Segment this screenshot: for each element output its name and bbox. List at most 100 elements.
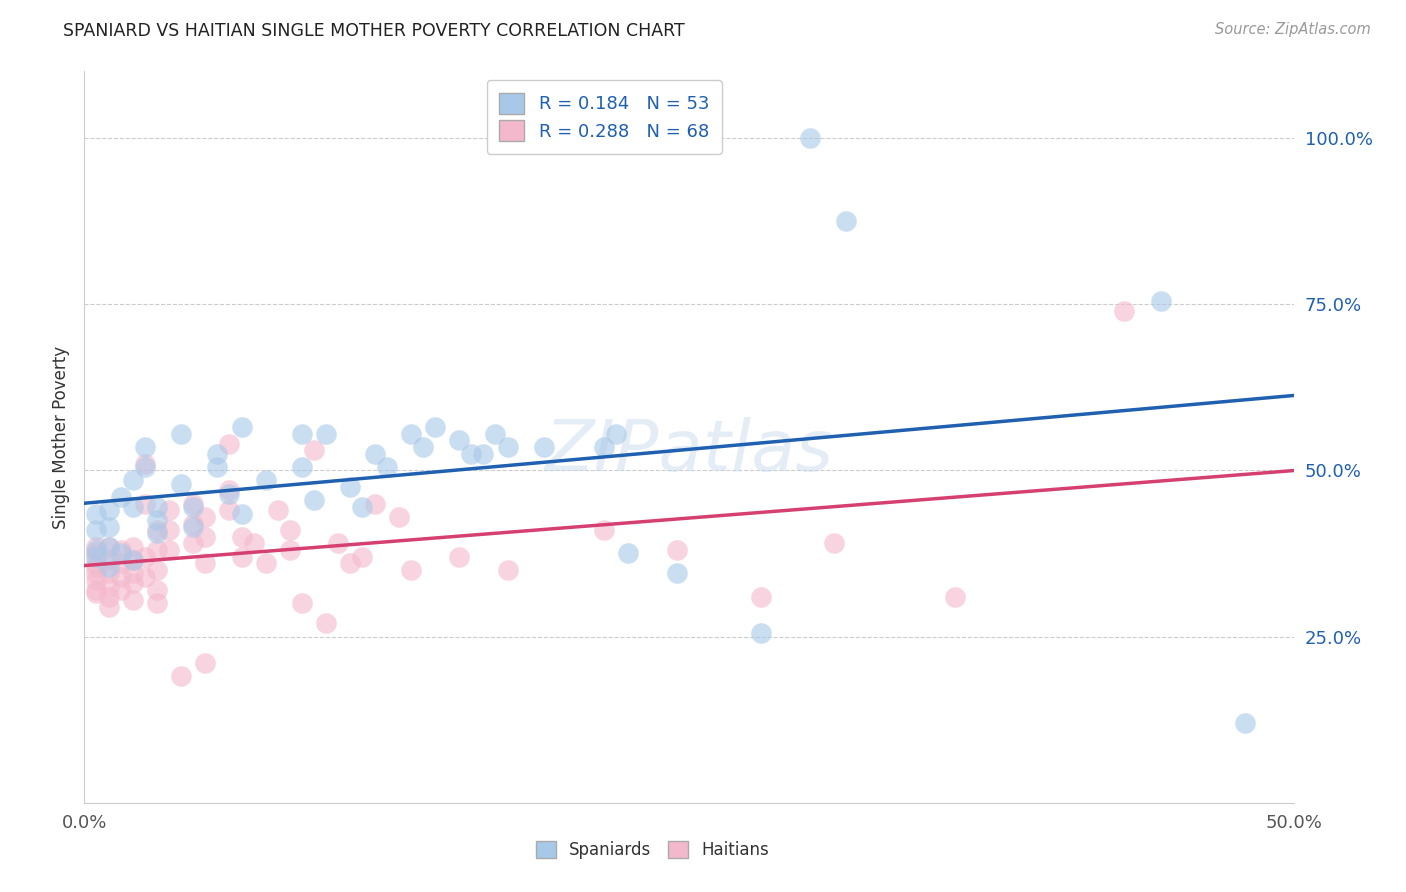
Point (146, 563, 169, 577)
Point (181, 500, 204, 514)
Point (86, 559, 108, 574)
Point (86, 557, 108, 571)
Point (291, 426, 314, 441)
Point (146, 513, 169, 527)
Point (97, 580, 120, 594)
Text: SPANIARD VS HAITIAN SINGLE MOTHER POVERTY CORRELATION CHART: SPANIARD VS HAITIAN SINGLE MOTHER POVERT… (63, 22, 685, 40)
Point (181, 497, 204, 511)
Point (134, 497, 156, 511)
Point (97, 540, 120, 554)
Point (605, 426, 627, 441)
Point (278, 543, 301, 558)
Point (86, 507, 108, 521)
Point (86, 566, 108, 581)
Text: ZIPatlas: ZIPatlas (544, 417, 834, 486)
Point (86, 540, 108, 554)
Point (533, 440, 555, 454)
Point (194, 557, 217, 571)
Point (218, 503, 240, 517)
Point (218, 436, 240, 450)
Point (1234, 716, 1257, 731)
Point (388, 509, 411, 524)
Point (302, 493, 325, 508)
Point (121, 566, 143, 581)
Point (291, 460, 314, 475)
Point (339, 480, 361, 494)
Point (254, 473, 277, 487)
Point (86, 582, 108, 597)
Point (110, 557, 132, 571)
Point (86, 546, 108, 560)
Y-axis label: Single Mother Poverty: Single Mother Poverty (52, 345, 70, 529)
Point (86, 586, 108, 600)
Point (363, 447, 385, 461)
Point (181, 516, 204, 531)
Point (157, 523, 180, 537)
Point (218, 486, 240, 500)
Point (146, 500, 169, 514)
Point (86, 549, 108, 564)
Point (110, 546, 132, 560)
Point (146, 596, 169, 610)
Point (496, 440, 519, 454)
Point (86, 523, 108, 537)
Point (134, 457, 156, 471)
Point (363, 497, 385, 511)
Point (181, 536, 204, 550)
Point (207, 460, 229, 475)
Point (231, 420, 253, 434)
Point (254, 557, 277, 571)
Point (110, 543, 132, 558)
Point (665, 543, 688, 558)
Point (146, 543, 169, 558)
Point (97, 559, 120, 574)
Point (97, 566, 120, 581)
Point (617, 546, 640, 560)
Point (146, 523, 169, 537)
Point (97, 540, 120, 554)
Point (110, 570, 132, 584)
Point (472, 447, 495, 461)
Point (412, 440, 434, 454)
Point (194, 509, 217, 524)
Point (134, 460, 156, 475)
Point (449, 549, 471, 564)
Point (315, 426, 337, 441)
Point (460, 447, 482, 461)
Point (231, 507, 253, 521)
Point (97, 520, 120, 534)
Point (593, 523, 616, 537)
Point (328, 536, 350, 550)
Point (110, 582, 132, 597)
Point (943, 590, 966, 604)
Point (352, 549, 374, 564)
Point (121, 576, 143, 591)
Point (110, 490, 132, 504)
Point (823, 536, 845, 550)
Point (399, 563, 422, 577)
Point (121, 553, 143, 567)
Point (157, 503, 180, 517)
Point (496, 563, 519, 577)
Point (86, 573, 108, 587)
Point (86, 543, 108, 558)
Point (267, 503, 290, 517)
Point (134, 440, 156, 454)
Point (665, 566, 688, 581)
Point (751, 590, 773, 604)
Point (134, 549, 156, 564)
Point (218, 483, 240, 498)
Point (97, 599, 120, 614)
Text: Source: ZipAtlas.com: Source: ZipAtlas.com (1215, 22, 1371, 37)
Point (302, 443, 325, 458)
Point (121, 593, 143, 607)
Point (170, 669, 193, 683)
Point (1149, 293, 1171, 308)
Point (121, 473, 143, 487)
Point (97, 553, 120, 567)
Point (146, 526, 169, 541)
Point (593, 440, 616, 454)
Point (423, 420, 446, 434)
Point (146, 582, 169, 597)
Point (278, 523, 301, 537)
